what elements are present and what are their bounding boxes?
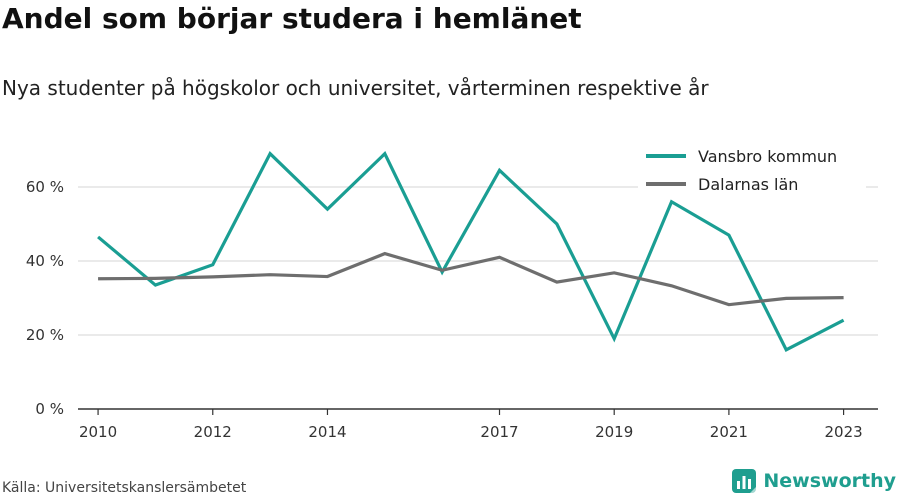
chart-subtitle: Nya studenter på högskolor och universit… (2, 76, 709, 100)
brand: Newsworthy (731, 468, 896, 494)
x-tick-label: 2021 (710, 423, 748, 441)
x-axis-ticks: 2010 2012 2014 2017 2019 2021 2023 (78, 408, 878, 441)
series-line-vansbro (97, 151, 845, 352)
x-tick-label: 2012 (194, 423, 232, 441)
newsworthy-logo-icon (732, 469, 757, 493)
y-tick-label: 60 % (26, 178, 64, 196)
x-tick-label: 2010 (79, 423, 117, 441)
series-line-dalarna (98, 251, 844, 307)
y-tick-label: 0 % (35, 400, 64, 418)
legend: Vansbro kommun Dalarnas län (638, 140, 866, 198)
series-lines (97, 151, 845, 352)
x-tick-label: 2017 (480, 423, 518, 441)
legend-label: Dalarnas län (698, 175, 798, 194)
y-tick-label: 40 % (26, 252, 64, 270)
chart-title: Andel som börjar studera i hemlänet (2, 2, 582, 35)
x-tick-label: 2019 (595, 423, 633, 441)
legend-box (638, 140, 866, 198)
brand-name: Newsworthy (763, 470, 896, 492)
x-tick-label: 2014 (308, 423, 346, 441)
x-tick-label: 2023 (824, 423, 862, 441)
legend-label: Vansbro kommun (698, 147, 837, 166)
source-note: Källa: Universitetskanslersämbetet (2, 480, 247, 496)
y-axis-ticks: 0 % 20 % 40 % 60 % (26, 178, 64, 418)
y-tick-label: 20 % (26, 326, 64, 344)
